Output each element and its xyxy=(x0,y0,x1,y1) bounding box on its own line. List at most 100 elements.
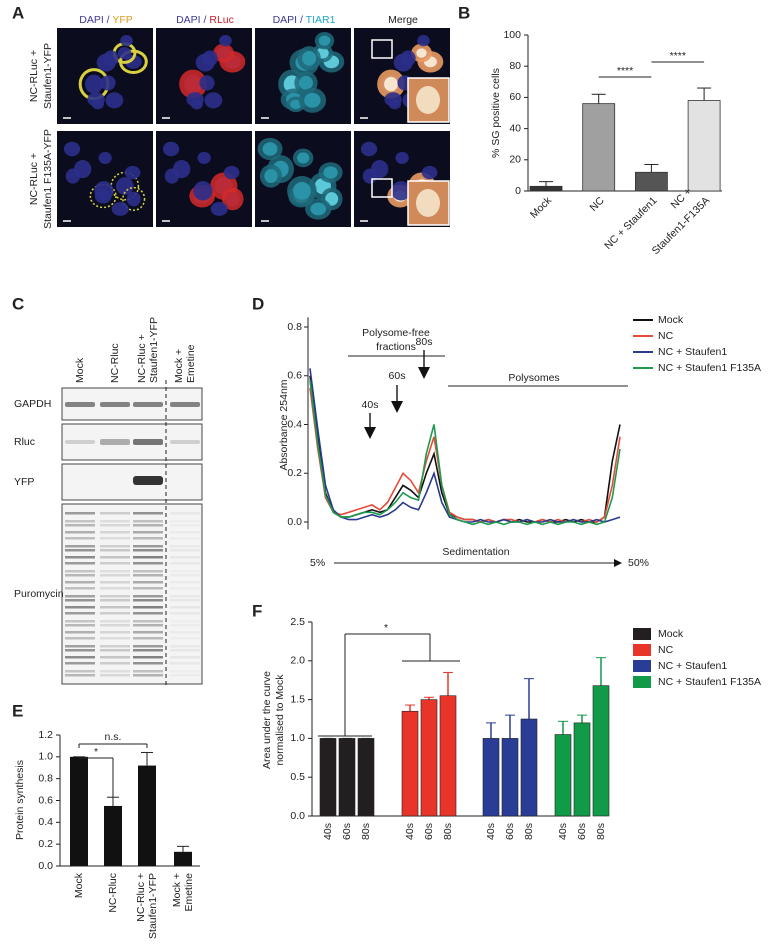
blot-label: Rluc xyxy=(14,436,35,448)
smear-band xyxy=(170,531,200,534)
cell xyxy=(221,187,244,211)
nucleus xyxy=(323,166,338,179)
bar xyxy=(338,738,356,817)
y-tick-label: 0.0 xyxy=(290,810,305,822)
column-header: DAPI / TIAR1 xyxy=(273,14,336,26)
profile-line xyxy=(309,375,621,523)
x-tick-label: NC xyxy=(588,194,608,214)
smear-band xyxy=(65,570,95,573)
smear-band xyxy=(133,620,163,623)
nucleus xyxy=(120,35,133,47)
nucleus xyxy=(223,165,240,180)
smear-band xyxy=(65,545,95,548)
nucleus xyxy=(388,99,401,110)
smear-band xyxy=(133,674,163,677)
smear-band xyxy=(133,549,163,552)
nucleus xyxy=(98,151,112,164)
smear-band xyxy=(100,524,130,527)
smear-band xyxy=(100,556,130,559)
nucleus xyxy=(395,151,409,164)
smear-band xyxy=(65,574,95,577)
bar xyxy=(482,738,500,817)
smear-band xyxy=(170,581,200,584)
cell xyxy=(179,69,207,99)
smear-band xyxy=(65,612,95,615)
header-part: YFP xyxy=(112,14,132,26)
band xyxy=(65,402,95,407)
smear-band xyxy=(100,549,130,552)
annotation: Polysomes xyxy=(508,372,559,384)
band xyxy=(133,402,163,407)
smear-band xyxy=(100,645,130,648)
legend-label: NC xyxy=(658,644,674,656)
smear-band xyxy=(133,670,163,673)
smear-band xyxy=(65,674,95,677)
y-tick-label: 1.0 xyxy=(38,751,53,763)
nucleus xyxy=(421,165,438,180)
header-part: / xyxy=(297,14,306,26)
smear-band xyxy=(170,599,200,602)
x-tick-label: 40s xyxy=(404,823,416,840)
nucleus xyxy=(264,169,278,184)
nucleus xyxy=(293,181,311,200)
y-axis-label: Protein synthesis xyxy=(14,760,26,840)
y-tick-label: 2.5 xyxy=(290,616,305,628)
smear-band xyxy=(133,631,163,634)
smear-band xyxy=(170,556,200,559)
smear-band xyxy=(65,649,95,652)
smear-band xyxy=(170,670,200,673)
significance: **** xyxy=(617,65,633,77)
blot-label: Puromycin xyxy=(14,588,64,600)
bar xyxy=(319,738,337,817)
legend-label: NC + Staufen1 F135A xyxy=(658,676,761,688)
y-tick-label: 0 xyxy=(515,185,521,197)
y-tick-label: 100 xyxy=(503,29,521,41)
bar xyxy=(501,738,519,817)
column-header: DAPI / RLuc xyxy=(176,14,234,26)
smear-band xyxy=(170,570,200,573)
smear-band xyxy=(170,662,200,665)
nucleus xyxy=(318,35,331,46)
smear-band xyxy=(133,595,163,598)
smear-band xyxy=(100,587,130,590)
smear-band xyxy=(133,612,163,615)
panel-label: A xyxy=(12,3,24,22)
y-tick-label: 40 xyxy=(509,122,521,134)
lane-label: Mock + xyxy=(173,349,185,383)
x-tick-label: 80s xyxy=(442,823,454,840)
x-tick-label: 60s xyxy=(504,823,516,840)
y-axis-label: % SG positive cells xyxy=(490,68,502,158)
smear-band xyxy=(133,574,163,577)
annotation: Polysome-free xyxy=(362,327,430,339)
y-tick-label: 0.8 xyxy=(287,321,302,333)
x-tick-label: 60s xyxy=(341,823,353,840)
bar xyxy=(357,738,375,817)
smear-band xyxy=(65,624,95,627)
smear-band xyxy=(133,531,163,534)
nucleus xyxy=(362,168,378,184)
smear-band xyxy=(133,662,163,665)
nucleus xyxy=(262,142,278,156)
header-part: DAPI xyxy=(79,14,104,26)
smear-band xyxy=(170,512,200,515)
panel-label: F xyxy=(252,601,262,620)
x-tick-label: Mock + xyxy=(171,873,183,907)
smear-band xyxy=(100,606,130,609)
y-axis-label: Absorbance 254nm xyxy=(278,379,290,470)
x-tick-label: 40s xyxy=(485,823,497,840)
nucleus xyxy=(210,202,228,216)
smear-band xyxy=(100,599,130,602)
smear-band xyxy=(133,520,163,523)
smear-band xyxy=(170,537,200,540)
header-part: DAPI xyxy=(273,14,298,26)
smear-band xyxy=(65,670,95,673)
blot-strip xyxy=(61,463,203,501)
smear-band xyxy=(65,512,95,515)
nucleus xyxy=(124,165,141,180)
y-tick-label: 1.0 xyxy=(290,732,305,744)
smear-band xyxy=(133,649,163,652)
smear-band xyxy=(170,645,200,648)
legend-swatch xyxy=(633,644,651,656)
blot-strip xyxy=(61,503,203,685)
smear-band xyxy=(65,562,95,565)
